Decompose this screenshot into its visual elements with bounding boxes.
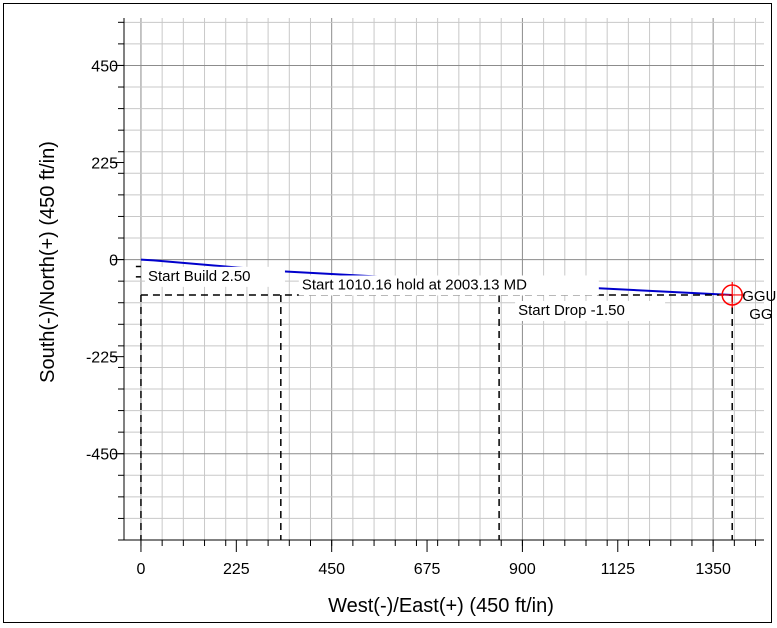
target-label-secondary: GG: [749, 306, 772, 323]
y-tick-label: -225: [86, 350, 118, 367]
x-tick-label: 0: [137, 561, 146, 578]
y-tick-label: 225: [91, 156, 118, 173]
x-tick-label: 675: [414, 561, 441, 578]
x-tick-label: 225: [223, 561, 250, 578]
target-label-primary: GGU: [742, 288, 776, 305]
y-tick-label: 0: [109, 253, 118, 270]
x-tick-label: 450: [318, 561, 345, 578]
annotation-start-build: Start Build 2.50: [148, 268, 251, 285]
x-axis-title: West(-)/East(+) (450 ft/in): [328, 595, 554, 617]
y-tick-label: -450: [86, 447, 118, 464]
x-tick-label: 1350: [695, 561, 731, 578]
annotation-start-build-box: [144, 266, 285, 287]
x-tick-label: 900: [509, 561, 536, 578]
annotation-start-drop-box: [515, 300, 666, 321]
axes: 0 225 450 675 900 1125 1350 450 225 0 -225 -450: [86, 18, 764, 578]
annotation-start-hold: Start 1010.16 hold at 2003.13 MD: [302, 276, 527, 293]
x-tick-label: 1125: [601, 561, 636, 578]
annotation-start-drop: Start Drop -1.50: [518, 302, 625, 319]
y-axis-title: South(-)/North(+) (450 ft/in): [37, 141, 59, 383]
y-tick-label: 450: [91, 58, 118, 75]
annotation-start-hold-box: [298, 275, 599, 296]
annotations: Start Build 2.50 Start 1010.16 hold at 20…: [135, 265, 776, 540]
